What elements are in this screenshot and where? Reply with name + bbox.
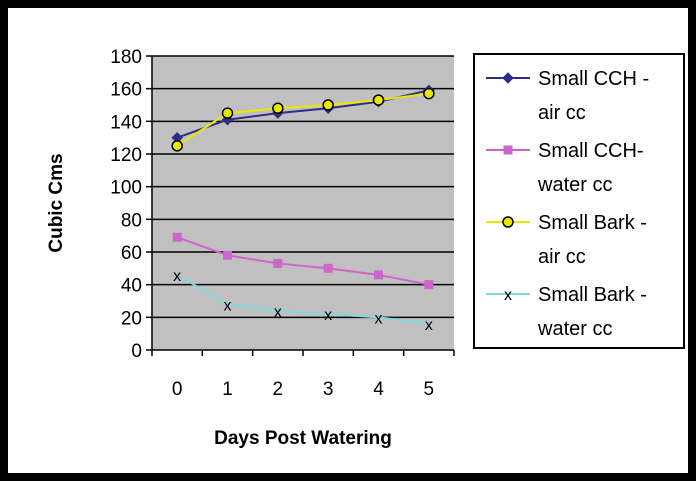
x-tick-label: 5 (424, 379, 435, 400)
data-point (372, 94, 385, 106)
data-point: x (375, 310, 383, 327)
legend-entry-4: x Small Bark - water cc (486, 284, 647, 340)
legend-swatch-marker (502, 72, 514, 84)
x-tick-label: 4 (373, 379, 384, 400)
x-tick-label: 2 (273, 379, 284, 400)
legend-entry-2: Small CCH-water cc (486, 140, 644, 196)
data-point (172, 232, 182, 242)
legend-entry-3: Small Bark - air cc (486, 212, 647, 268)
y-tick-label: 20 (121, 308, 142, 329)
x-tick-label: 3 (323, 379, 334, 400)
y-tick-label: 120 (110, 145, 142, 166)
legend-label: air cc (538, 102, 586, 124)
series-4: x x x x x x (173, 268, 433, 334)
data-point: x (425, 317, 433, 334)
data-point: x (324, 307, 332, 324)
data-point (272, 102, 284, 115)
y-tick-labels: 0 20 40 60 80 100 120 140 160 180 (110, 47, 142, 362)
data-point (223, 250, 232, 260)
x-tick-label: 0 (172, 379, 183, 400)
data-point (374, 270, 383, 280)
y-tick-label: 80 (121, 210, 142, 231)
series-line (176, 236, 430, 286)
legend-box (473, 53, 685, 349)
data-point: x (173, 268, 181, 285)
legend-swatch-marker: x (504, 287, 512, 304)
legend-entry-1: Small CCH - air cc (486, 68, 649, 124)
data-point (221, 107, 234, 119)
legend-label: water cc (537, 174, 612, 196)
y-tick-label: 160 (110, 80, 142, 101)
plot-area (152, 56, 454, 350)
legend-swatch-marker (503, 145, 513, 155)
grid-lines (152, 55, 454, 319)
series-line (176, 92, 429, 147)
data-point (171, 140, 183, 152)
series-2 (172, 232, 434, 290)
legend-label: water cc (537, 318, 612, 340)
x-tick-label: 1 (222, 379, 233, 400)
y-tick-label: 0 (131, 341, 142, 362)
y-tick-label: 140 (110, 112, 142, 133)
legend-label: air cc (538, 246, 586, 268)
y-tick-label: 180 (110, 47, 142, 68)
y-tick-label: 40 (121, 276, 142, 297)
series-layer: x x x x x x (171, 84, 435, 334)
data-point (323, 263, 333, 273)
data-point (322, 99, 334, 111)
y-axis-title: Cubic Cms (46, 153, 67, 252)
legend-label: Small Bark - (538, 284, 647, 306)
legend-label: Small CCH - (538, 68, 649, 90)
series-line (176, 274, 429, 325)
legend-label: Small CCH- (538, 140, 644, 162)
data-point: x (224, 297, 232, 314)
series-3 (171, 87, 435, 152)
data-point (424, 280, 434, 290)
legend-label: Small Bark - (538, 212, 647, 234)
x-axis-title: Days Post Watering (214, 428, 392, 449)
axes (146, 55, 455, 356)
data-point (273, 258, 283, 268)
y-tick-label: 60 (121, 243, 142, 264)
data-point: x (274, 304, 282, 321)
y-tick-label: 100 (110, 178, 142, 199)
x-tick-labels: 0 1 2 3 4 5 (172, 379, 434, 400)
data-point (423, 87, 435, 100)
legend-swatch-marker (502, 216, 514, 228)
